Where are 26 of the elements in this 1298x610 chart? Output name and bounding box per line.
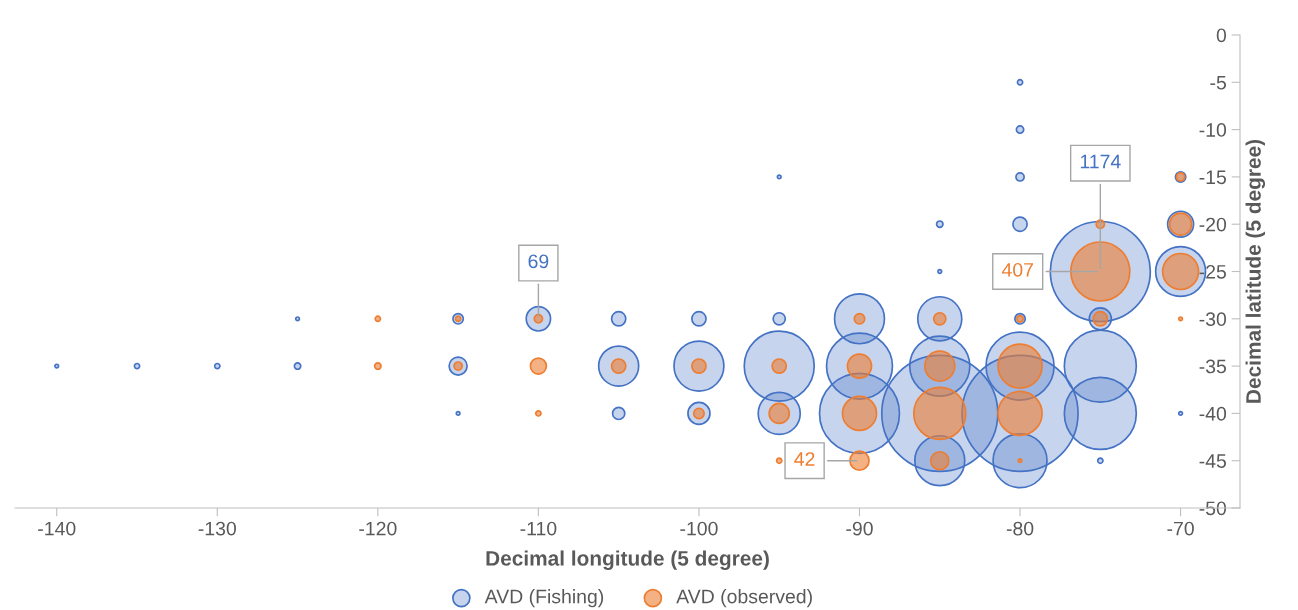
x-tick-label: -100 <box>680 521 718 536</box>
annotation: 407 <box>1001 262 1033 277</box>
y-tick-label: -35 <box>1199 359 1226 374</box>
y-tick-label: -50 <box>1199 501 1227 516</box>
y-tick-label: -15 <box>1199 170 1226 185</box>
annotation: 42 <box>794 452 815 466</box>
x-tick-label: -110 <box>520 521 557 536</box>
x-tick-label: -130 <box>198 521 236 536</box>
y-tick-label: -40 <box>1199 406 1227 421</box>
y-tick-label: -45 <box>1199 454 1226 468</box>
y-tick-label: -5 <box>1210 75 1226 90</box>
annotation: 69 <box>528 254 549 269</box>
y-tick-label: 0 <box>1216 28 1227 43</box>
legend-label: AVD (observed) <box>676 589 812 608</box>
legend-label: AVD (Fishing) <box>484 589 604 608</box>
x-tick-label: -140 <box>38 521 76 536</box>
x-tick-label: -90 <box>846 521 873 536</box>
y-tick-label: -10 <box>1199 123 1227 137</box>
x-tick-label: -70 <box>1167 521 1194 536</box>
y-tick-label: -20 <box>1199 217 1227 232</box>
y-tick-label: -30 <box>1199 312 1227 327</box>
x-tick-label: -120 <box>359 521 397 536</box>
x-tick-label: -80 <box>1006 521 1034 536</box>
y-axis-title: Decimal latitude (5 degree) <box>1245 139 1266 403</box>
annotation: 1174 <box>1080 154 1121 169</box>
x-axis-title: Decimal longitude (5 degree) <box>486 550 769 570</box>
